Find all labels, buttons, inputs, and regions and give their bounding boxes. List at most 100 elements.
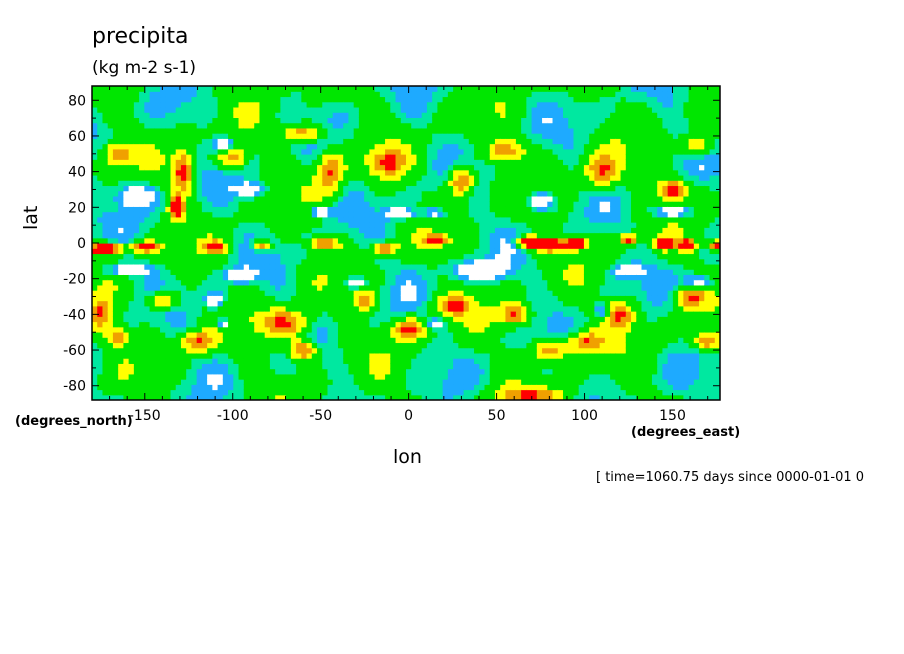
field-cell [395,133,402,139]
field-cell [369,91,376,98]
field-cell [118,106,124,113]
field-cell [128,133,135,139]
field-cell [180,138,187,145]
field-cell [489,91,496,98]
field-cell [337,373,344,380]
field-cell [379,91,386,98]
field-cell [144,352,151,359]
field-cell [107,159,114,166]
field-cell [515,216,522,223]
field-cell [453,117,459,124]
field-cell [186,227,193,234]
field-cell [144,159,151,166]
field-cell [201,122,208,129]
field-cell [306,133,313,139]
field-cell [317,195,323,202]
field-cell [170,133,177,139]
field-cell [144,326,151,333]
field-cell [191,96,198,103]
field-cell [468,211,475,218]
field-cell [217,337,224,344]
field-cell [269,316,276,323]
field-cell [264,389,271,396]
field-cell [238,373,245,380]
field-cell [201,300,208,307]
field-cell [228,133,234,139]
field-cell [160,368,166,375]
field-cell [411,363,418,370]
field-cell [337,195,344,202]
field-cell [411,216,418,223]
field-cell [426,384,433,391]
field-cell [332,86,339,92]
field-cell [468,237,475,244]
field-cell [196,295,203,302]
field-cell [149,311,156,317]
field-cell [165,331,172,338]
field-cell [447,237,454,244]
field-cell [275,300,281,307]
field-cell [311,122,318,129]
field-cell [390,300,397,307]
field-cell [432,180,438,187]
field-cell [442,169,449,176]
field-cell [421,237,428,244]
field-cell [290,154,297,160]
field-cell [437,195,444,202]
field-cell [479,384,486,391]
field-cell [280,127,287,134]
field-cell [442,106,449,113]
field-cell [228,384,234,391]
field-cell [160,195,166,202]
field-cell [243,222,250,228]
field-cell [400,347,407,354]
field-cell [97,347,104,354]
field-cell [500,248,507,255]
field-cell [301,138,308,145]
field-cell [280,347,287,354]
field-cell [426,148,433,155]
field-cell [343,321,350,328]
field-cell [264,201,271,207]
field-cell [191,117,198,124]
field-cell [337,358,344,364]
field-cell [259,384,266,391]
field-cell [390,96,397,103]
field-cell [112,237,119,244]
field-cell [390,101,397,108]
field-cell [358,316,365,323]
field-cell [489,138,496,145]
field-cell [275,101,281,108]
field-cell [311,363,318,370]
field-cell [369,169,376,176]
field-cell [521,143,527,150]
field-cell [395,96,402,103]
field-cell [390,112,397,118]
field-cell [468,133,475,139]
field-cell [217,263,224,270]
field-cell [327,248,334,255]
field-cell [353,174,360,181]
field-cell [385,269,391,275]
field-cell [196,331,203,338]
field-cell [107,138,114,145]
field-cell [458,227,465,234]
field-cell [269,133,276,139]
field-cell [379,331,386,338]
field-cell [139,279,145,286]
field-cell [280,96,287,103]
field-cell [112,169,119,176]
field-cell [144,237,151,244]
field-cell [421,316,428,323]
field-cell [521,101,527,108]
field-cell [118,379,124,385]
field-cell [395,185,402,192]
field-cell [243,211,250,218]
field-cell [165,352,172,359]
field-cell [228,127,234,134]
field-cell [479,269,486,275]
field-cell [453,363,459,370]
field-cell [489,222,496,228]
field-cell [269,295,276,302]
field-cell [421,337,428,344]
